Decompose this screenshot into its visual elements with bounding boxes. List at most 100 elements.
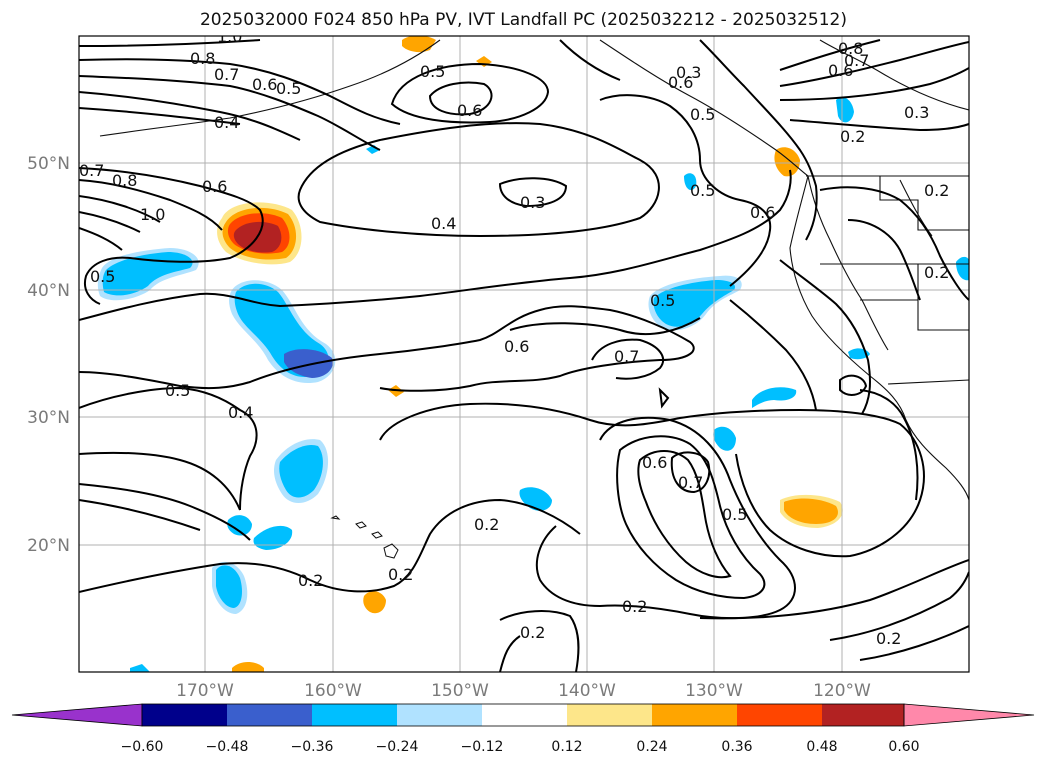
contour-label: 1.0	[217, 27, 242, 46]
negative-anomaly	[653, 280, 736, 327]
lon-label-120w: 120°W	[813, 681, 871, 701]
colorbar	[11, 703, 1035, 727]
contour-label: 0.6	[252, 75, 277, 94]
negative-anomaly	[227, 515, 252, 536]
colorbar-tick-label: −0.36	[291, 739, 334, 755]
contour-label: 0.2	[298, 571, 323, 590]
contour-label: 0.8	[838, 39, 863, 58]
plot-frame	[78, 35, 970, 673]
positive-anomaly	[363, 591, 386, 614]
lat-label-40n: 40°N	[27, 281, 70, 301]
contour-label: 1.0	[140, 205, 165, 224]
negative-anomaly	[836, 97, 854, 123]
contour-label: 0.8	[190, 49, 215, 68]
negative-anomaly	[684, 173, 697, 191]
map-title: 2025032000 F024 850 hPa PV, IVT Landfall…	[199, 10, 847, 30]
colorbar-tick-label: 0.36	[721, 739, 752, 755]
colorbar-ticks: −0.60 −0.48 −0.36 −0.24 −0.12 0.12 0.24 …	[121, 739, 920, 755]
contour-label: 0.6	[202, 177, 227, 196]
negative-anomaly	[752, 387, 797, 408]
contour-label: 0.5	[420, 62, 445, 81]
contour-label: 0.2	[876, 629, 901, 648]
negative-anomaly	[284, 349, 333, 378]
contour-label: 0.7	[844, 51, 869, 70]
contour-label: 0.5	[690, 181, 715, 200]
contour-label: 0.6	[642, 453, 667, 472]
contour-label: 0.6	[457, 101, 482, 120]
contour-label: 0.2	[924, 263, 949, 282]
lon-label-170w: 170°W	[176, 681, 234, 701]
colorbar-bin	[397, 704, 482, 726]
contour-label: 0.4	[214, 113, 239, 132]
contour-label: 0.8	[112, 171, 137, 190]
contour-label: 0.5	[165, 381, 190, 400]
colorbar-bin	[142, 704, 227, 726]
contour-label: 0.7	[678, 473, 703, 492]
colorbar-tick-label: −0.12	[461, 739, 504, 755]
contour-label: 0.6	[750, 203, 775, 222]
lat-label-20n: 20°N	[27, 536, 70, 556]
contour-label: 0.7	[79, 161, 104, 180]
negative-anomaly	[713, 426, 736, 451]
positive-anomaly	[232, 662, 264, 672]
colorbar-bin	[737, 704, 822, 726]
negative-anomaly	[279, 444, 323, 498]
colorbar-bin	[822, 704, 904, 726]
colorbar-bin	[567, 704, 652, 726]
hawaii-islands	[330, 515, 399, 559]
colorbar-bin	[482, 704, 567, 726]
contour-label: 0.5	[722, 505, 747, 524]
colorbar-tick-label: −0.48	[206, 739, 249, 755]
contour-label: 0.2	[474, 515, 499, 534]
contour-label: 0.6	[668, 73, 693, 92]
colorbar-frame	[141, 703, 905, 727]
negative-anomaly	[216, 565, 242, 608]
negative-anomaly	[130, 664, 150, 672]
contour-label: 0.5	[90, 267, 115, 286]
colorbar-bin	[227, 704, 312, 726]
contour-label: 0.2	[520, 623, 545, 642]
contour-label: 0.2	[840, 127, 865, 146]
lon-label-130w: 130°W	[685, 681, 743, 701]
negative-anomaly	[102, 252, 193, 296]
contour-label: 0.6	[828, 61, 853, 80]
positive-anomaly	[784, 498, 838, 524]
contour-label: 0.6	[504, 337, 529, 356]
colorbar-tick-label: 0.60	[888, 739, 919, 755]
colorbar-tick-label: −0.24	[376, 739, 419, 755]
colorbar-tick-label: 0.48	[806, 739, 837, 755]
contour-label: 0.2	[388, 565, 413, 584]
pv-contours	[79, 39, 969, 672]
colorbar-tick-label: 0.24	[636, 739, 667, 755]
colorbar-bin	[312, 704, 397, 726]
longitude-labels: 170°W 160°W 150°W 140°W 130°W 120°W	[176, 681, 871, 701]
contour-label: 0.3	[676, 63, 701, 82]
graticule	[79, 36, 969, 672]
lon-label-140w: 140°W	[558, 681, 616, 701]
colorbar-tick-label: −0.60	[121, 739, 164, 755]
contour-label: 0.3	[904, 103, 929, 122]
colorbar-bin	[903, 703, 1035, 727]
contour-label: 0.3	[520, 193, 545, 212]
colorbar-bin	[652, 704, 737, 726]
contour-label: 0.4	[228, 403, 253, 422]
lon-label-150w: 150°W	[431, 681, 489, 701]
shaded-anomalies	[97, 36, 969, 672]
colorbar-bin	[11, 703, 143, 727]
contour-label: 0.4	[431, 214, 456, 233]
colorbar-tick-label: 0.12	[551, 739, 582, 755]
negative-anomaly	[956, 257, 969, 281]
contour-label: 0.2	[622, 597, 647, 616]
contour-labels: 1.0 0.8 0.7 0.6 0.5 0.6 0.5 0.8 0.7 0.6 …	[79, 27, 949, 648]
negative-anomaly	[253, 525, 293, 550]
lon-label-160w: 160°W	[304, 681, 362, 701]
contour-label: 0.5	[690, 105, 715, 124]
contour-label: 0.5	[276, 79, 301, 98]
contour-label: 0.7	[214, 65, 239, 84]
contour-label: 0.2	[924, 181, 949, 200]
positive-anomaly	[774, 147, 800, 177]
contour-label: 0.7	[614, 347, 639, 366]
lat-label-50n: 50°N	[27, 154, 70, 174]
lat-label-30n: 30°N	[27, 408, 70, 428]
contour-label: 0.5	[650, 291, 675, 310]
